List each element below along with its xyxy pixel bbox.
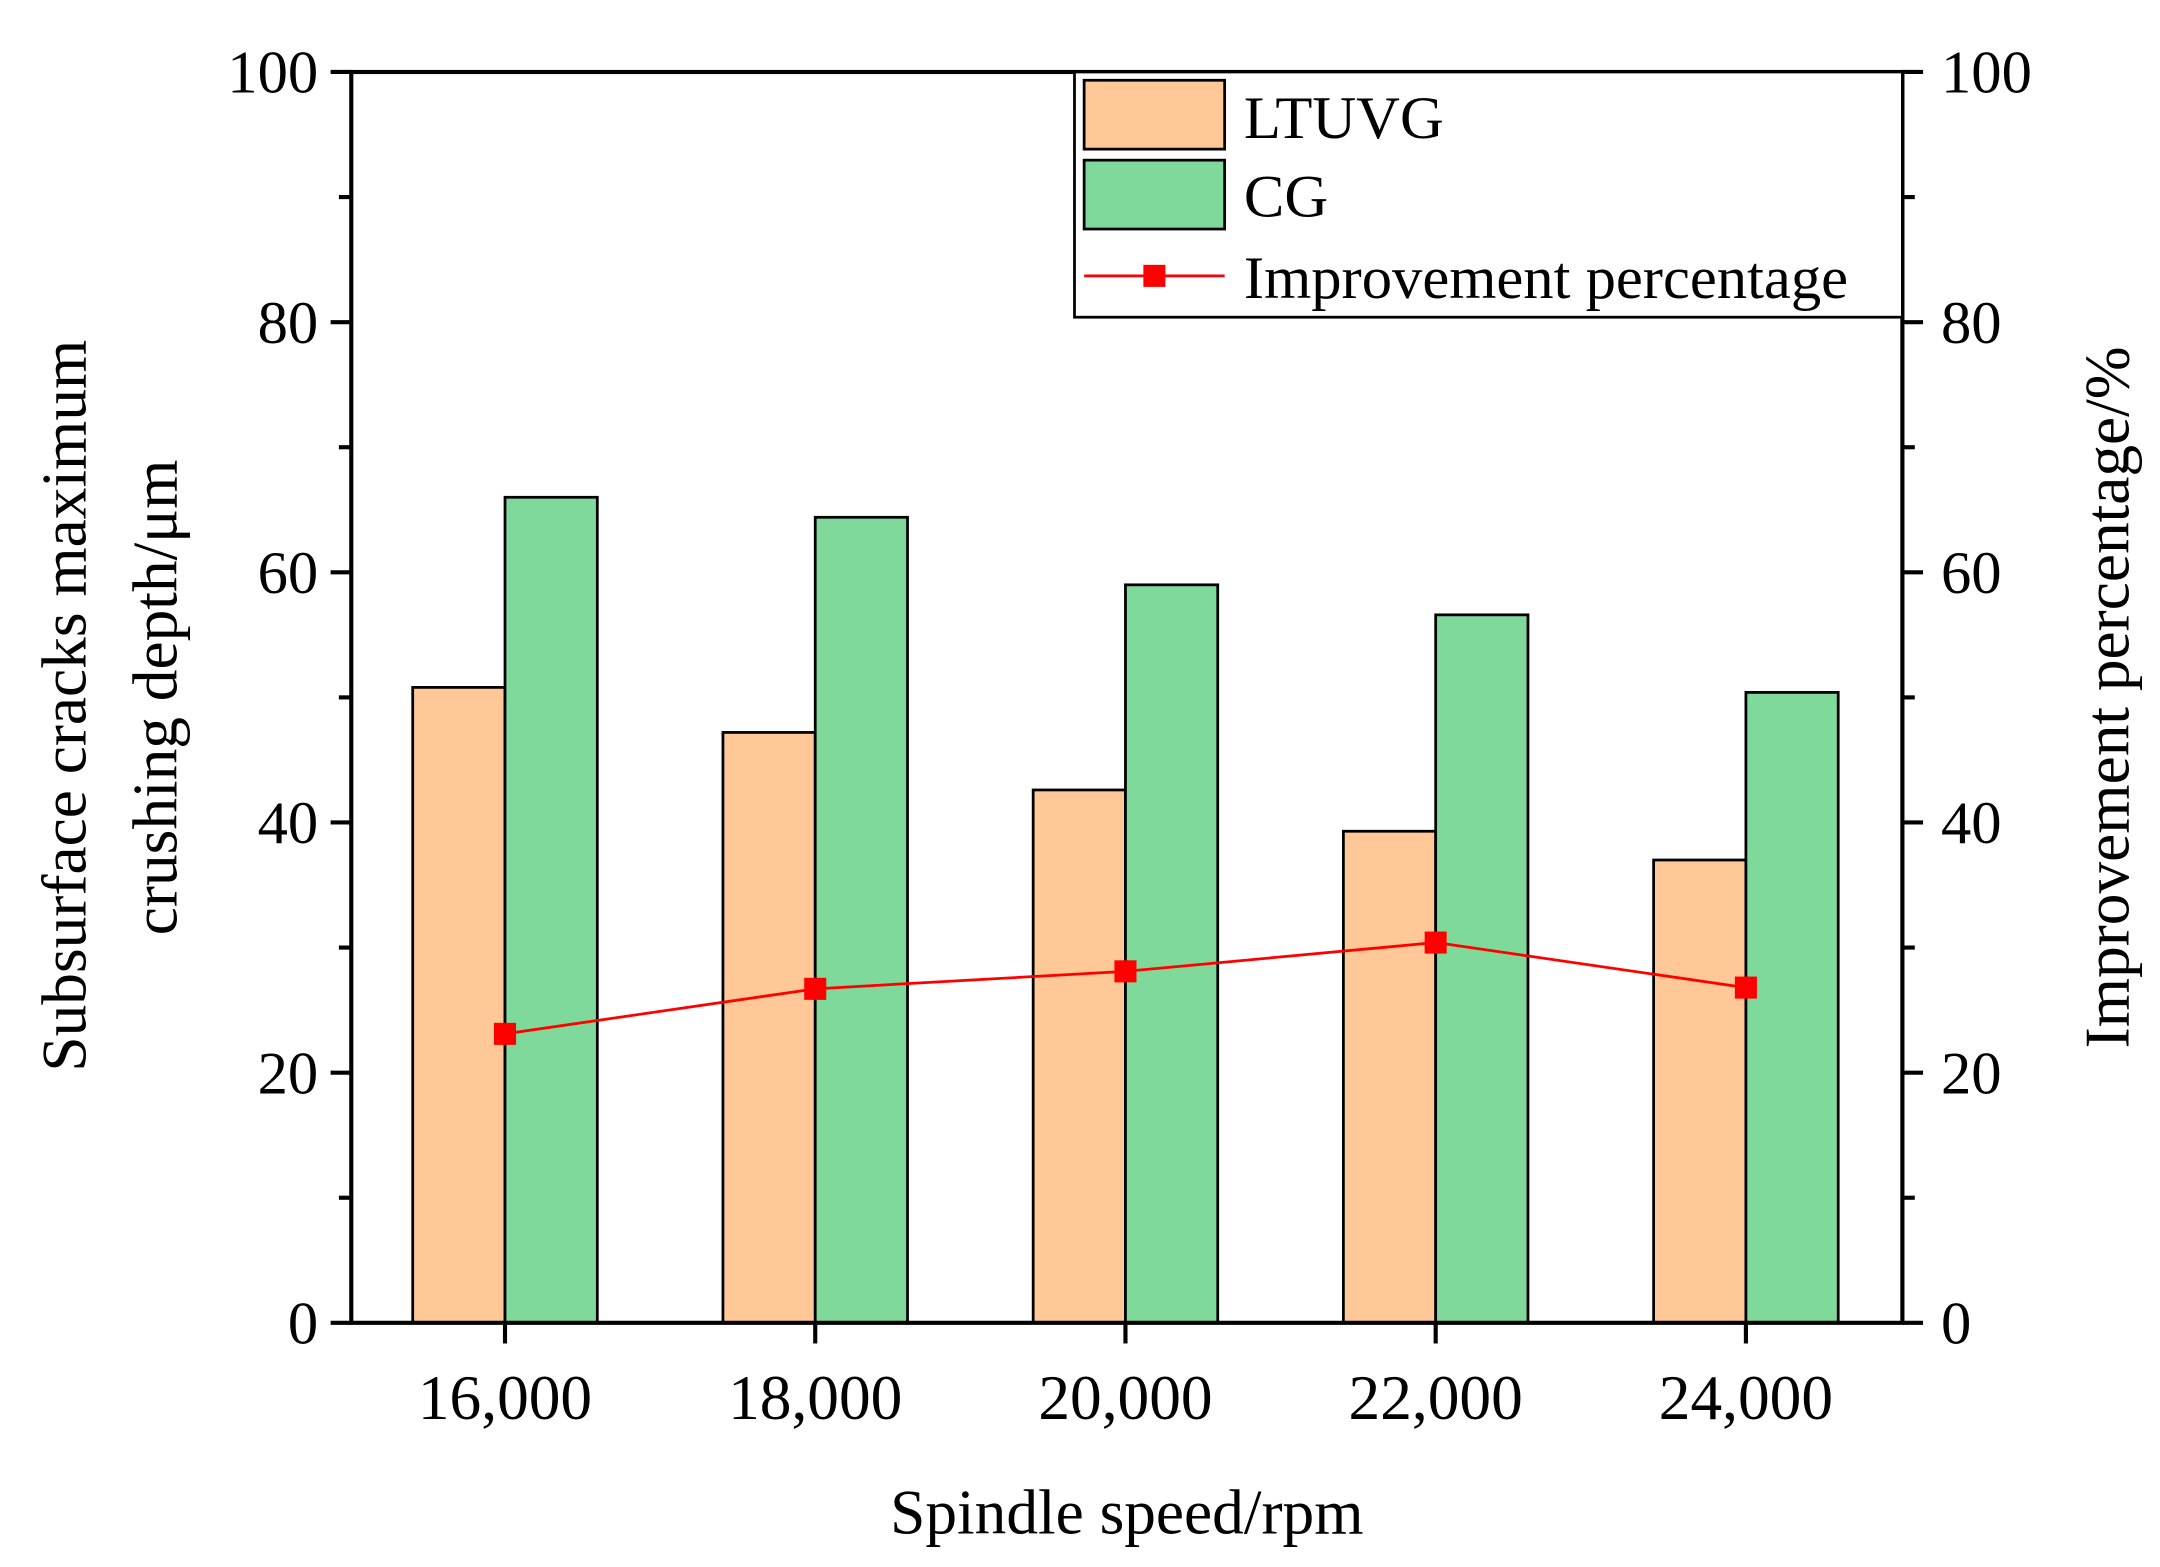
legend-label-improvement: Improvement percentage (1244, 245, 1848, 312)
improvement-marker-4 (1734, 976, 1757, 999)
improvement-marker-1 (804, 977, 827, 1000)
y2-tick-label: 0 (1941, 1290, 1971, 1357)
y2-tick-label: 20 (1941, 1040, 2002, 1107)
x-tick-label: 18,000 (728, 1363, 902, 1433)
bar-ltuvg-2 (1031, 788, 1127, 1325)
bar-cg-4 (1744, 691, 1840, 1325)
legend: LTUVG CG Improvement percentage (1073, 70, 1904, 319)
bars-layer (411, 495, 1840, 1325)
x-axis-label: Spindle speed/rpm (890, 1478, 1363, 1548)
bar-cg-3 (1434, 613, 1530, 1325)
x-tick-label: 22,000 (1349, 1363, 1523, 1433)
legend-marker-improvement (1143, 264, 1166, 287)
y-tick-label: 60 (258, 540, 319, 607)
improvement-marker-0 (493, 1022, 517, 1045)
x-tick-label: 24,000 (1659, 1363, 1833, 1433)
axes-layer: 0 20 40 60 80 100 0 20 40 60 80 100 16,000 18,000 20,0… (227, 40, 2032, 1434)
line-layer (493, 931, 1757, 1045)
x-tick-label: 20,000 (1038, 1363, 1212, 1433)
y2-tick-label: 60 (1941, 540, 2002, 607)
legend-label-cg: CG (1244, 164, 1328, 231)
legend-swatch-cg (1082, 158, 1227, 231)
y-tick-label: 20 (258, 1040, 319, 1107)
bar-ltuvg-0 (411, 686, 507, 1325)
y-tick-label: 0 (288, 1290, 318, 1357)
y2-tick-label: 40 (1941, 790, 2002, 857)
bar-cg-0 (503, 495, 599, 1325)
bar-cg-1 (813, 515, 909, 1325)
legend-label-ltuvg: LTUVG (1244, 85, 1444, 152)
y-tick-label: 80 (258, 290, 319, 357)
y2-tick-label: 100 (1941, 40, 2032, 107)
y-axis-label-line2: crushing depth/μm (120, 460, 190, 936)
y2-tick-label: 80 (1941, 290, 2002, 357)
x-tick-label: 16,000 (418, 1363, 592, 1433)
bar-ltuvg-4 (1652, 858, 1748, 1325)
y-tick-label: 40 (258, 790, 319, 857)
y-axis-label-line1: Subsurface cracks maximum (29, 340, 99, 1072)
improvement-marker-2 (1114, 960, 1137, 983)
bar-cg-2 (1124, 583, 1220, 1325)
bar-ltuvg-1 (721, 731, 817, 1325)
bar-ltuvg-3 (1342, 829, 1438, 1325)
improvement-marker-3 (1424, 931, 1447, 954)
y-tick-label: 100 (227, 40, 318, 107)
legend-swatch-ltuvg (1082, 78, 1227, 151)
y2-axis-label: Improvement percentage/% (2072, 346, 2142, 1048)
